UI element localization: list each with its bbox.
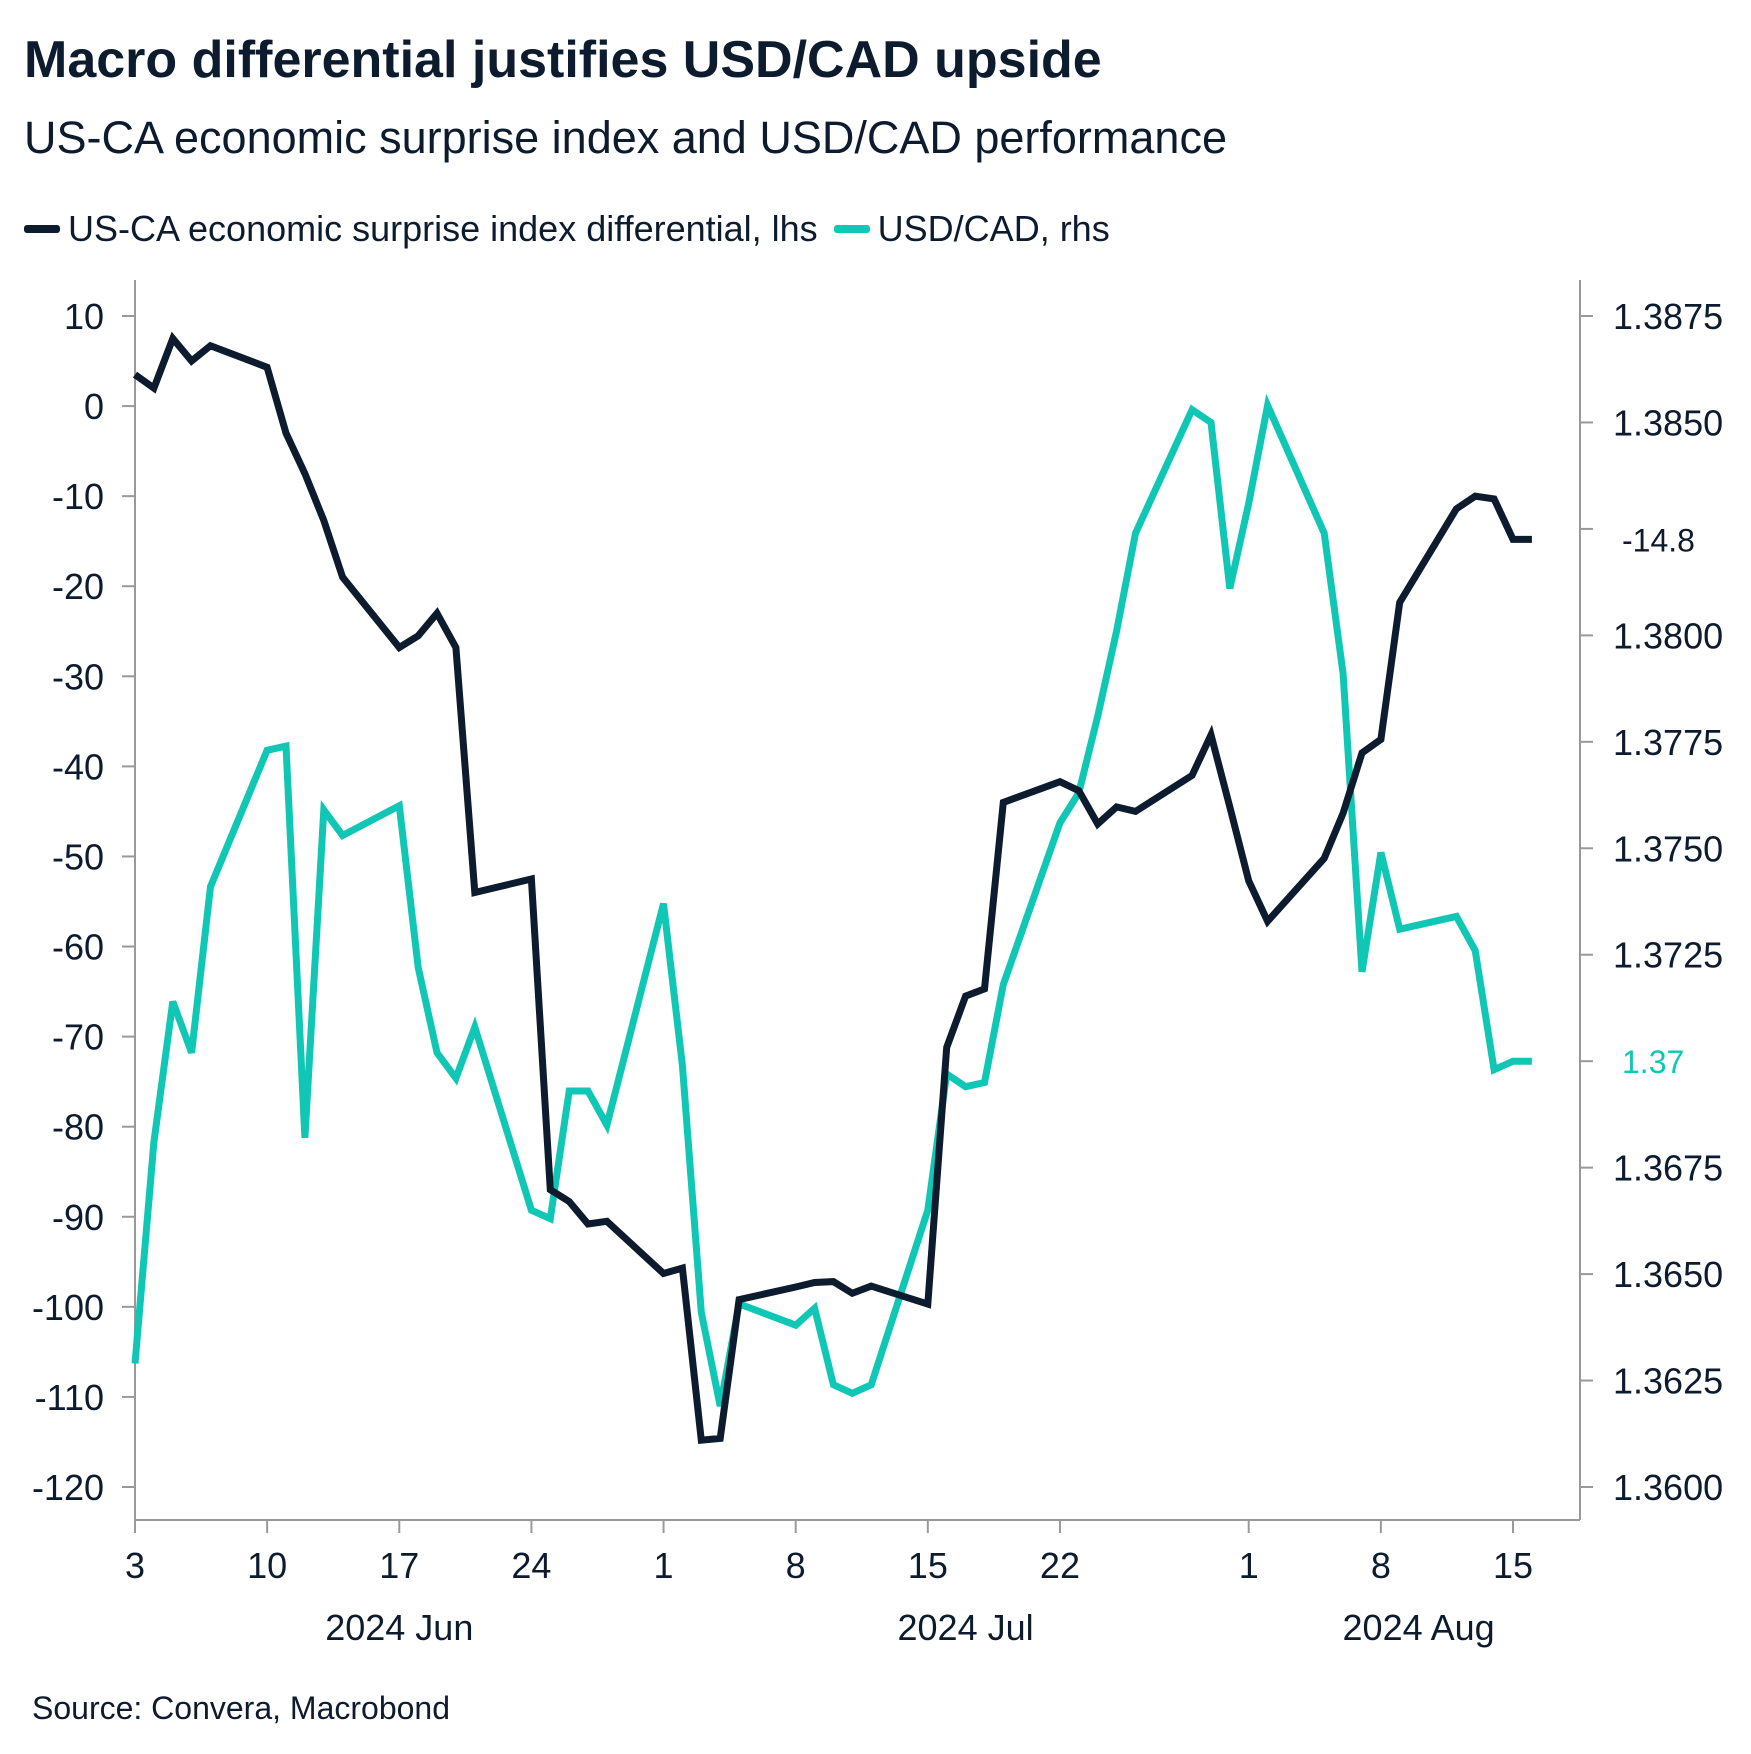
x-tick-label: 1 — [1239, 1545, 1259, 1586]
y-left-tick-label: -50 — [52, 836, 104, 877]
x-tick-label: 10 — [247, 1545, 287, 1586]
legend-label-lhs: US-CA economic surprise index differenti… — [68, 208, 818, 249]
x-month-label: 2024 Jul — [898, 1607, 1034, 1648]
x-month-label: 2024 Jun — [325, 1607, 473, 1648]
series-line-surprise-differential — [132, 331, 1532, 1445]
y-left-tick-label: -70 — [52, 1017, 104, 1058]
end-label-rhs: 1.37 — [1622, 1044, 1684, 1080]
y-left-tick-label: 0 — [84, 386, 104, 427]
y-right-tick-label: 1.3850 — [1613, 402, 1723, 443]
chart-subtitle: US-CA economic surprise index and USD/CA… — [24, 112, 1227, 163]
x-tick-label: 24 — [511, 1545, 551, 1586]
x-tick-label: 8 — [1371, 1545, 1391, 1586]
x-month-label: 2024 Aug — [1343, 1607, 1495, 1648]
y-left-tick-label: -120 — [32, 1467, 104, 1508]
legend-label-rhs: USD/CAD, rhs — [877, 208, 1110, 249]
y-left-tick-label: -110 — [35, 1377, 104, 1418]
y-right-tick-label: 1.3600 — [1613, 1467, 1723, 1508]
legend-swatch-lhs — [24, 225, 60, 233]
legend-item-rhs: USD/CAD, rhs — [833, 208, 1110, 250]
x-tick-label: 22 — [1040, 1545, 1080, 1586]
y-right-tick-label: 1.3800 — [1613, 615, 1723, 656]
x-tick-label: 1 — [654, 1545, 674, 1586]
x-tick-label: 15 — [1493, 1545, 1533, 1586]
y-right-tick-label: 1.3775 — [1613, 722, 1723, 763]
end-label-lhs: -14.8 — [1622, 522, 1695, 558]
y-left-tick-label: -40 — [52, 746, 104, 787]
legend-swatch-rhs — [833, 225, 870, 233]
y-left-tick-label: -80 — [52, 1107, 104, 1148]
y-right-tick-label: 1.3725 — [1613, 935, 1723, 976]
y-right-tick-label: 1.3675 — [1613, 1148, 1723, 1189]
y-left-tick-label: -20 — [52, 566, 104, 607]
x-tick-label: 17 — [379, 1545, 419, 1586]
y-right-tick-label: 1.3650 — [1613, 1254, 1723, 1295]
y-left-tick-label: -30 — [52, 656, 104, 697]
x-tick-label: 8 — [786, 1545, 806, 1586]
y-left-tick-label: -10 — [52, 476, 104, 517]
source-note: Source: Convera, Macrobond — [32, 1690, 450, 1726]
y-right-tick-label: 1.3750 — [1613, 828, 1723, 869]
x-tick-label: 3 — [125, 1545, 145, 1586]
y-left-tick-label: -100 — [32, 1287, 104, 1328]
legend-item-lhs: US-CA economic surprise index differenti… — [24, 208, 818, 250]
y-left-tick-label: -90 — [52, 1197, 104, 1238]
chart-title: Macro differential justifies USD/CAD ups… — [24, 31, 1102, 89]
y-left-tick-label: 10 — [64, 296, 104, 337]
legend: US-CA economic surprise index differenti… — [24, 208, 1126, 250]
y-right-tick-label: 1.3875 — [1613, 296, 1723, 337]
y-right-tick-label: 1.3625 — [1613, 1361, 1723, 1402]
y-left-tick-label: -60 — [52, 927, 104, 968]
x-tick-label: 15 — [908, 1545, 948, 1586]
series-line-usdcad — [131, 393, 1532, 1407]
